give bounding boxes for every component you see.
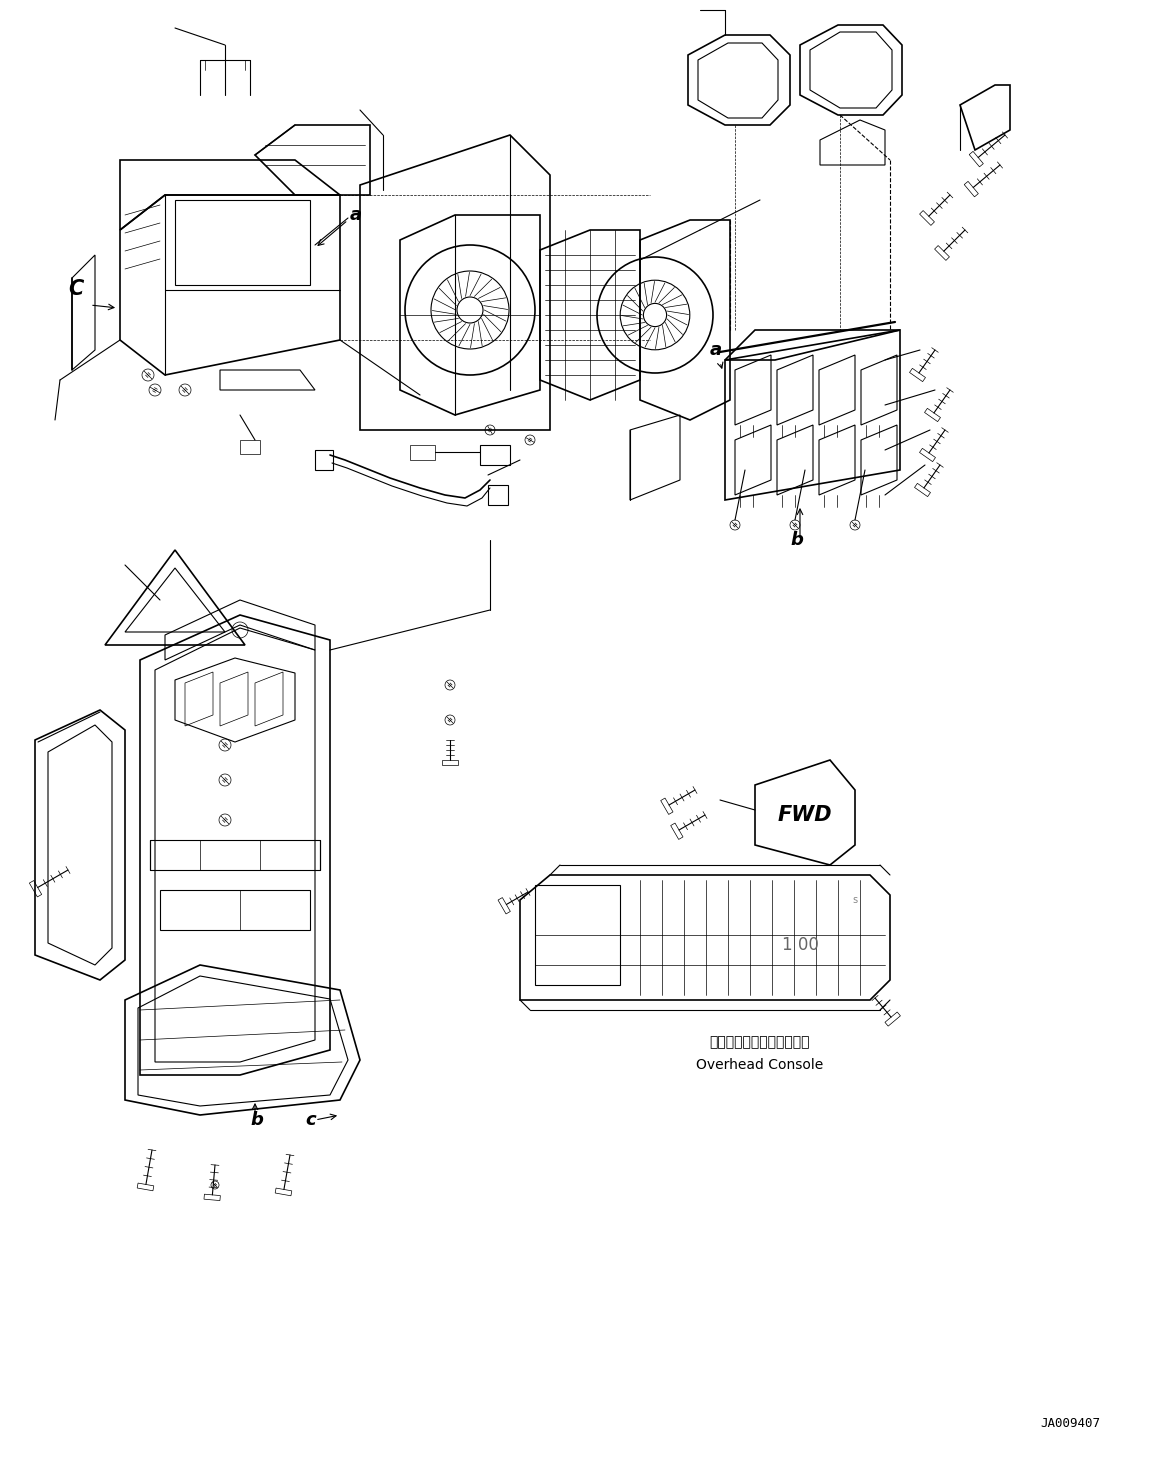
Bar	[488, 485, 509, 506]
Text: b: b	[250, 1112, 262, 1129]
Bar	[535, 884, 620, 985]
Text: FWD: FWD	[778, 806, 832, 825]
Text: s: s	[852, 895, 858, 905]
Text: a: a	[349, 205, 362, 224]
Text: Overhead Console: Overhead Console	[697, 1058, 823, 1072]
Text: b: b	[789, 530, 803, 549]
Text: C: C	[68, 278, 84, 299]
Text: オーバーヘッドコンソール: オーバーヘッドコンソール	[709, 1034, 810, 1049]
Text: c: c	[305, 1112, 316, 1129]
Bar	[410, 444, 435, 460]
Bar	[315, 450, 333, 471]
Bar	[240, 440, 260, 455]
Text: JA009407: JA009407	[1040, 1418, 1099, 1429]
Text: a: a	[711, 341, 722, 358]
Text: 1 00: 1 00	[781, 935, 819, 954]
